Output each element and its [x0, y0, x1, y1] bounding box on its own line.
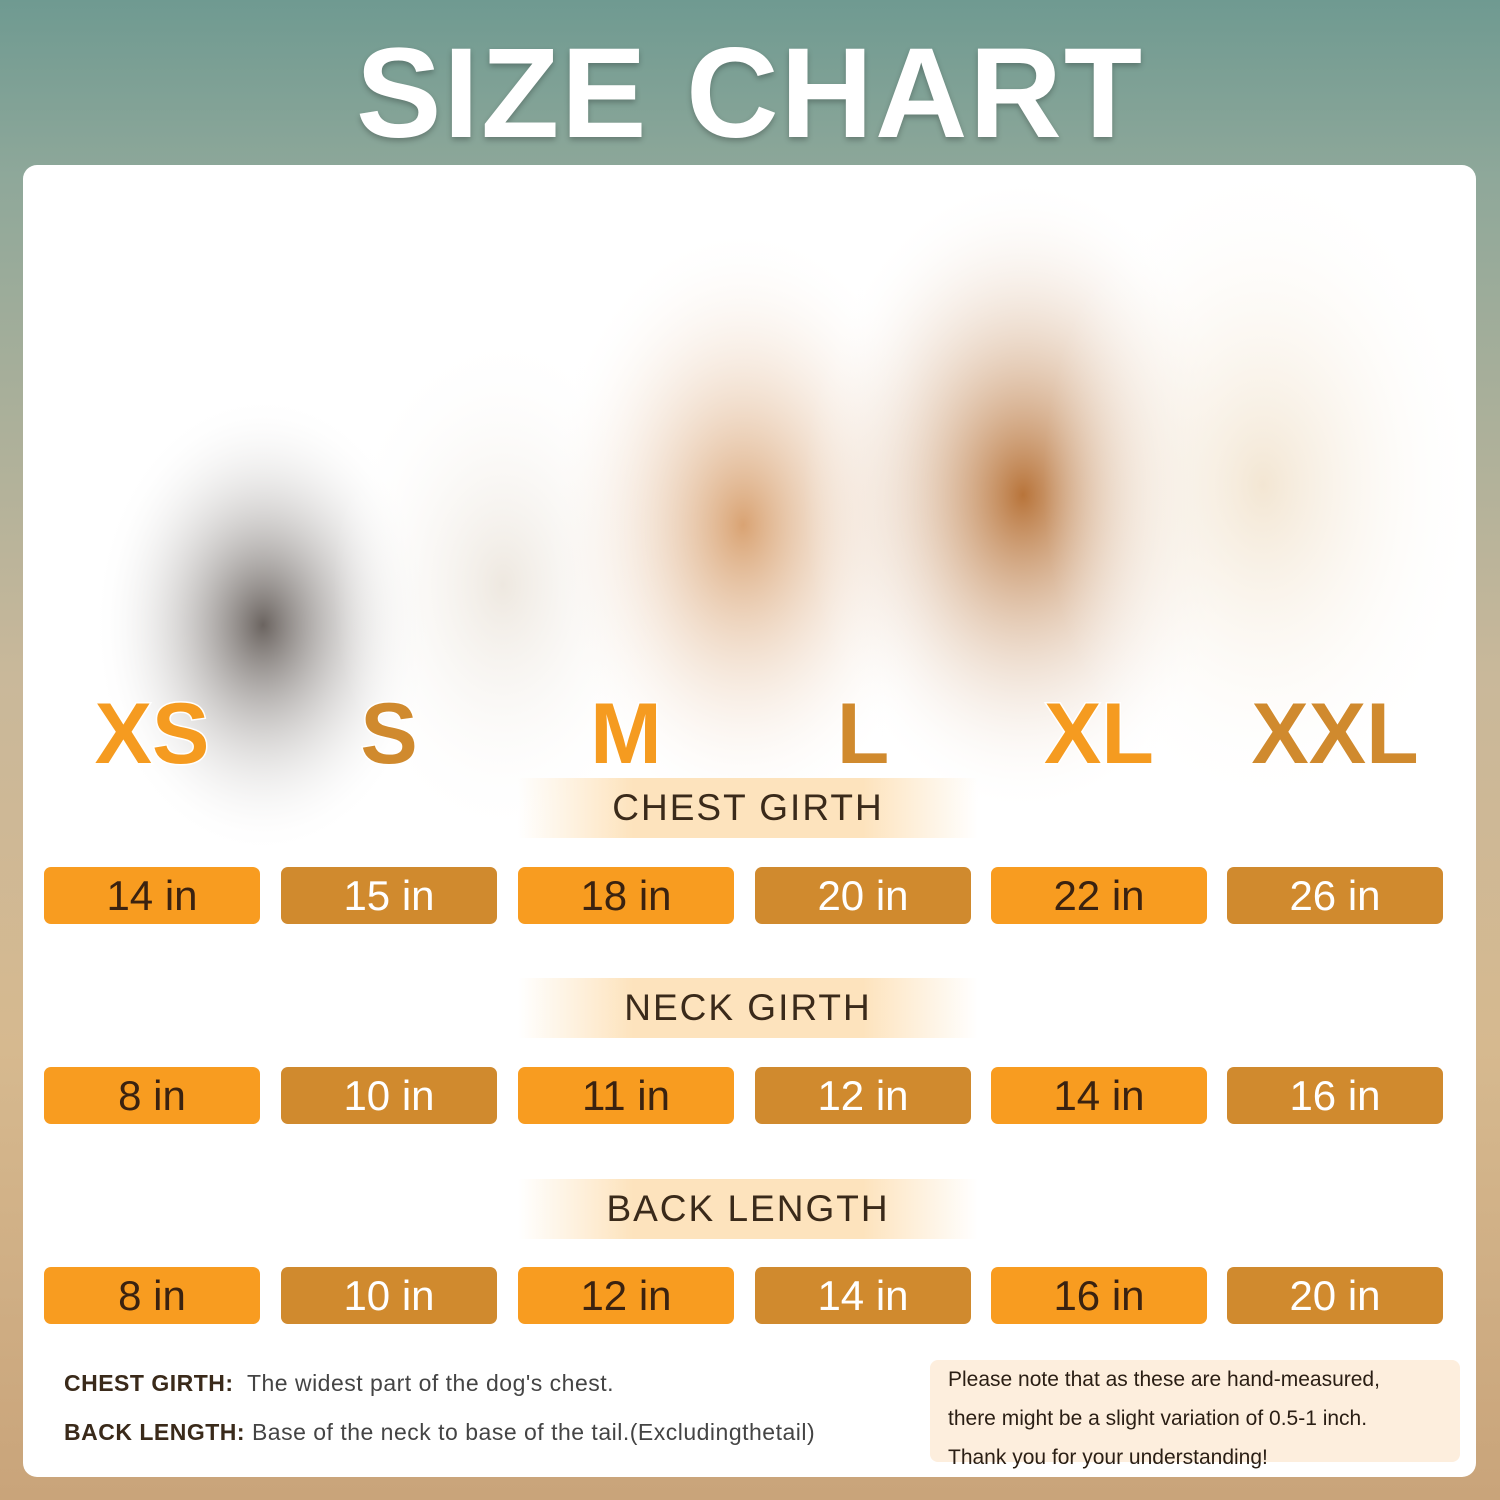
measurement-row: 8 in 10 in 12 in 14 in 16 in 20 in: [44, 1267, 1444, 1324]
measurement-cell: 16 in: [1227, 1067, 1443, 1124]
size-labels: XS S M L XL XXL: [23, 685, 1476, 784]
note-text: The widest part of the dog's chest.: [246, 1370, 615, 1396]
section-label: NECK GIRTH: [518, 978, 978, 1038]
size-xl: XL: [1043, 685, 1156, 784]
measurement-cell: 10 in: [281, 1067, 497, 1124]
measurement-cell: 14 in: [44, 867, 260, 924]
note-chest: CHEST GIRTH: The widest part of the dog'…: [64, 1370, 815, 1397]
size-xxl: XXL: [1250, 685, 1420, 784]
note-text: Base of the neck to base of the tail.(Ex…: [251, 1419, 816, 1445]
measurement-cell: 18 in: [518, 867, 734, 924]
notice-line: there might be a slight variation of 0.5…: [948, 1407, 1368, 1430]
measurement-cell: 20 in: [1227, 1267, 1443, 1324]
measurement-cell: 16 in: [991, 1267, 1207, 1324]
measurement-cell: 10 in: [281, 1267, 497, 1324]
notice-line: Please note that as these are hand-measu…: [948, 1368, 1380, 1391]
measurement-cell: 14 in: [991, 1067, 1207, 1124]
size-s: S: [359, 685, 419, 784]
size-xs: XS: [93, 685, 211, 784]
measurement-notice: Please note that as these are hand-measu…: [930, 1360, 1460, 1469]
section-label: BACK LENGTH: [518, 1179, 978, 1239]
note-term: BACK LENGTH:: [64, 1419, 246, 1445]
measurement-cell: 14 in: [755, 1267, 971, 1324]
measurement-row: 8 in 10 in 11 in 12 in 14 in 16 in: [44, 1067, 1444, 1124]
note-back: BACK LENGTH: Base of the neck to base of…: [64, 1419, 815, 1446]
measurement-cell: 8 in: [44, 1067, 260, 1124]
dogs-photo: [93, 165, 1476, 845]
measurement-cell: 15 in: [281, 867, 497, 924]
measurement-cell: 22 in: [991, 867, 1207, 924]
measurement-cell: 26 in: [1227, 867, 1443, 924]
size-l: L: [835, 685, 891, 784]
size-chart-card: XS S M L XL XXL CHEST GIRTH 14 in 15 in 18 …: [23, 165, 1476, 1477]
notice-line: Thank you for your understanding!: [948, 1446, 1268, 1469]
note-term: CHEST GIRTH:: [64, 1370, 234, 1396]
measurement-row: 14 in 15 in 18 in 20 in 22 in 26 in: [44, 867, 1444, 924]
measurement-cell: 20 in: [755, 867, 971, 924]
measurement-cell: 12 in: [518, 1267, 734, 1324]
page-title: SIZE CHART: [356, 22, 1144, 165]
measurement-cell: 12 in: [755, 1067, 971, 1124]
size-m: M: [589, 685, 664, 784]
measurement-cell: 8 in: [44, 1267, 260, 1324]
labrador-dog: [1043, 165, 1476, 815]
measurement-cell: 11 in: [518, 1067, 734, 1124]
section-label: CHEST GIRTH: [518, 778, 978, 838]
measurement-notes: CHEST GIRTH: The widest part of the dog'…: [64, 1370, 815, 1468]
